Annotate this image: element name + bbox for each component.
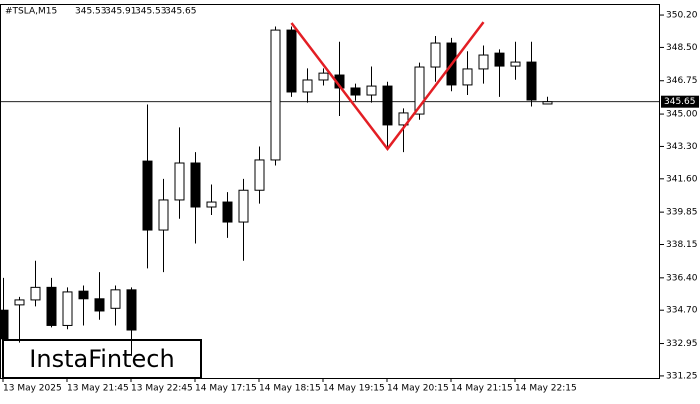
candle-body [94, 298, 105, 312]
candle-body [174, 162, 185, 201]
symbol: #TSLA,M15 [5, 7, 57, 17]
header-value: 345.53 [75, 7, 107, 17]
y-tick-label: 338.15 [666, 240, 698, 250]
y-tick-label: 346.75 [666, 76, 698, 86]
candle-body [382, 85, 393, 126]
candle-body [78, 290, 89, 300]
candle-body [46, 286, 57, 326]
candle-body [158, 199, 169, 231]
y-tick-label: 341.60 [666, 174, 698, 184]
candle-body [142, 160, 153, 231]
x-tick-label: 14 May 18:15 [259, 384, 321, 394]
pattern-line [290, 21, 485, 151]
candle-body [30, 286, 41, 301]
candle-body [494, 52, 505, 67]
candle-body [430, 42, 441, 68]
candle-body [350, 87, 361, 96]
candle-body [398, 112, 409, 126]
x-tick-label: 13 May 2025 [3, 384, 62, 394]
y-tick-label: 348.50 [666, 43, 698, 53]
candle-body [542, 101, 553, 105]
y-tick-label: 339.85 [666, 208, 698, 218]
candle-body [366, 85, 377, 96]
x-tick-label: 13 May 21:45 [67, 384, 129, 394]
header-value: 345.91 [105, 7, 137, 17]
candle-body [414, 66, 425, 115]
x-tick-label: 14 May 17:15 [195, 384, 257, 394]
candle-body [14, 299, 25, 306]
candle-body [126, 289, 137, 331]
y-tick-label: 332.95 [666, 339, 698, 349]
plot-frame [0, 4, 660, 379]
candle-body [62, 291, 73, 326]
x-tick-label: 14 May 20:15 [387, 384, 449, 394]
candle-body [238, 189, 249, 223]
candle-body [302, 79, 313, 93]
y-tick-label: 350.20 [666, 11, 698, 21]
header-value: 345.53 [135, 7, 167, 17]
candle-body [510, 61, 521, 67]
y-tick-label: 334.70 [666, 306, 698, 316]
x-tick-label: 14 May 19:15 [323, 384, 385, 394]
candle-body [462, 68, 473, 86]
candle-body [222, 201, 233, 223]
y-tick-label: 336.40 [666, 273, 698, 283]
y-tick-label: 345.00 [666, 110, 698, 120]
price-label-box [661, 95, 699, 108]
candle-body [206, 201, 217, 208]
y-tick-label: 343.30 [666, 142, 698, 152]
x-tick-label: 13 May 22:45 [131, 384, 193, 394]
candle-body [110, 289, 121, 309]
header-value: 345.65 [165, 7, 197, 17]
candle-body [270, 29, 281, 161]
logo-box [2, 339, 202, 379]
x-tick-label: 14 May 22:15 [515, 384, 577, 394]
candle-body [526, 61, 537, 101]
y-tick-label: 331.25 [666, 371, 698, 381]
candle-body [478, 54, 489, 70]
candle-body [0, 309, 9, 340]
price-label: 345.65 [664, 97, 696, 107]
candle-body [286, 29, 297, 93]
logo: InstaFintech [29, 345, 174, 373]
candle-body [254, 159, 265, 191]
candle-body [190, 162, 201, 208]
candle-body [318, 72, 329, 81]
x-tick-label: 14 May 21:15 [451, 384, 513, 394]
